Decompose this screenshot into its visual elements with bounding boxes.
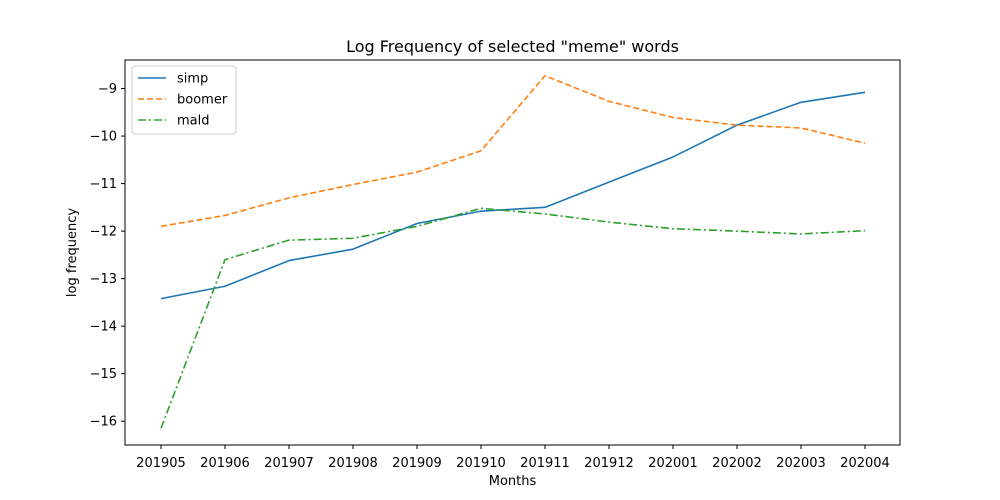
y-tick-label: −11: [90, 177, 117, 192]
x-tick-label: 202004: [840, 456, 890, 471]
series-line-boomer: [160, 74, 866, 228]
y-axis-label: log frequency: [65, 208, 80, 297]
legend: simp boomer mald: [131, 65, 237, 135]
series-line-simp: [160, 91, 866, 300]
y-tick-label: −16: [90, 415, 117, 430]
y-tick-label: −10: [90, 130, 117, 145]
x-tick-label: 201907: [264, 456, 314, 471]
x-tick-label: 201911: [520, 456, 570, 471]
y-tick-label: −13: [90, 272, 117, 287]
series-line-mald: [160, 207, 866, 429]
y-tick-label: −15: [90, 367, 117, 382]
legend-label-boomer: boomer: [177, 93, 228, 108]
y-tick-label: −9: [98, 82, 117, 97]
x-tick-label: 202001: [648, 456, 698, 471]
legend-box: [131, 65, 237, 135]
x-axis-label: Months: [489, 474, 537, 489]
x-tick-label: 202003: [776, 456, 826, 471]
x-tick-label: 202002: [712, 456, 762, 471]
x-tick-label: 201912: [584, 456, 634, 471]
series-layer: [160, 74, 866, 429]
x-tick-label: 201906: [200, 456, 250, 471]
y-tick-label: −14: [90, 320, 117, 335]
x-tick-label: 201909: [392, 456, 442, 471]
legend-label-mald: mald: [177, 114, 210, 129]
x-axis-ticks: 201905 201906 201907 201908 201909 201910 2019…: [136, 445, 890, 471]
plot-frame: [124, 59, 901, 446]
legend-label-simp: simp: [177, 72, 208, 87]
chart-title: Log Frequency of selected "meme" words: [346, 37, 679, 56]
y-tick-label: −12: [90, 225, 117, 240]
x-tick-label: 201908: [328, 456, 378, 471]
x-tick-label: 201910: [456, 456, 506, 471]
x-tick-label: 201905: [136, 456, 186, 471]
y-axis-ticks: −16 −15 −14 −13 −12 −11 −10 −9: [90, 82, 125, 430]
